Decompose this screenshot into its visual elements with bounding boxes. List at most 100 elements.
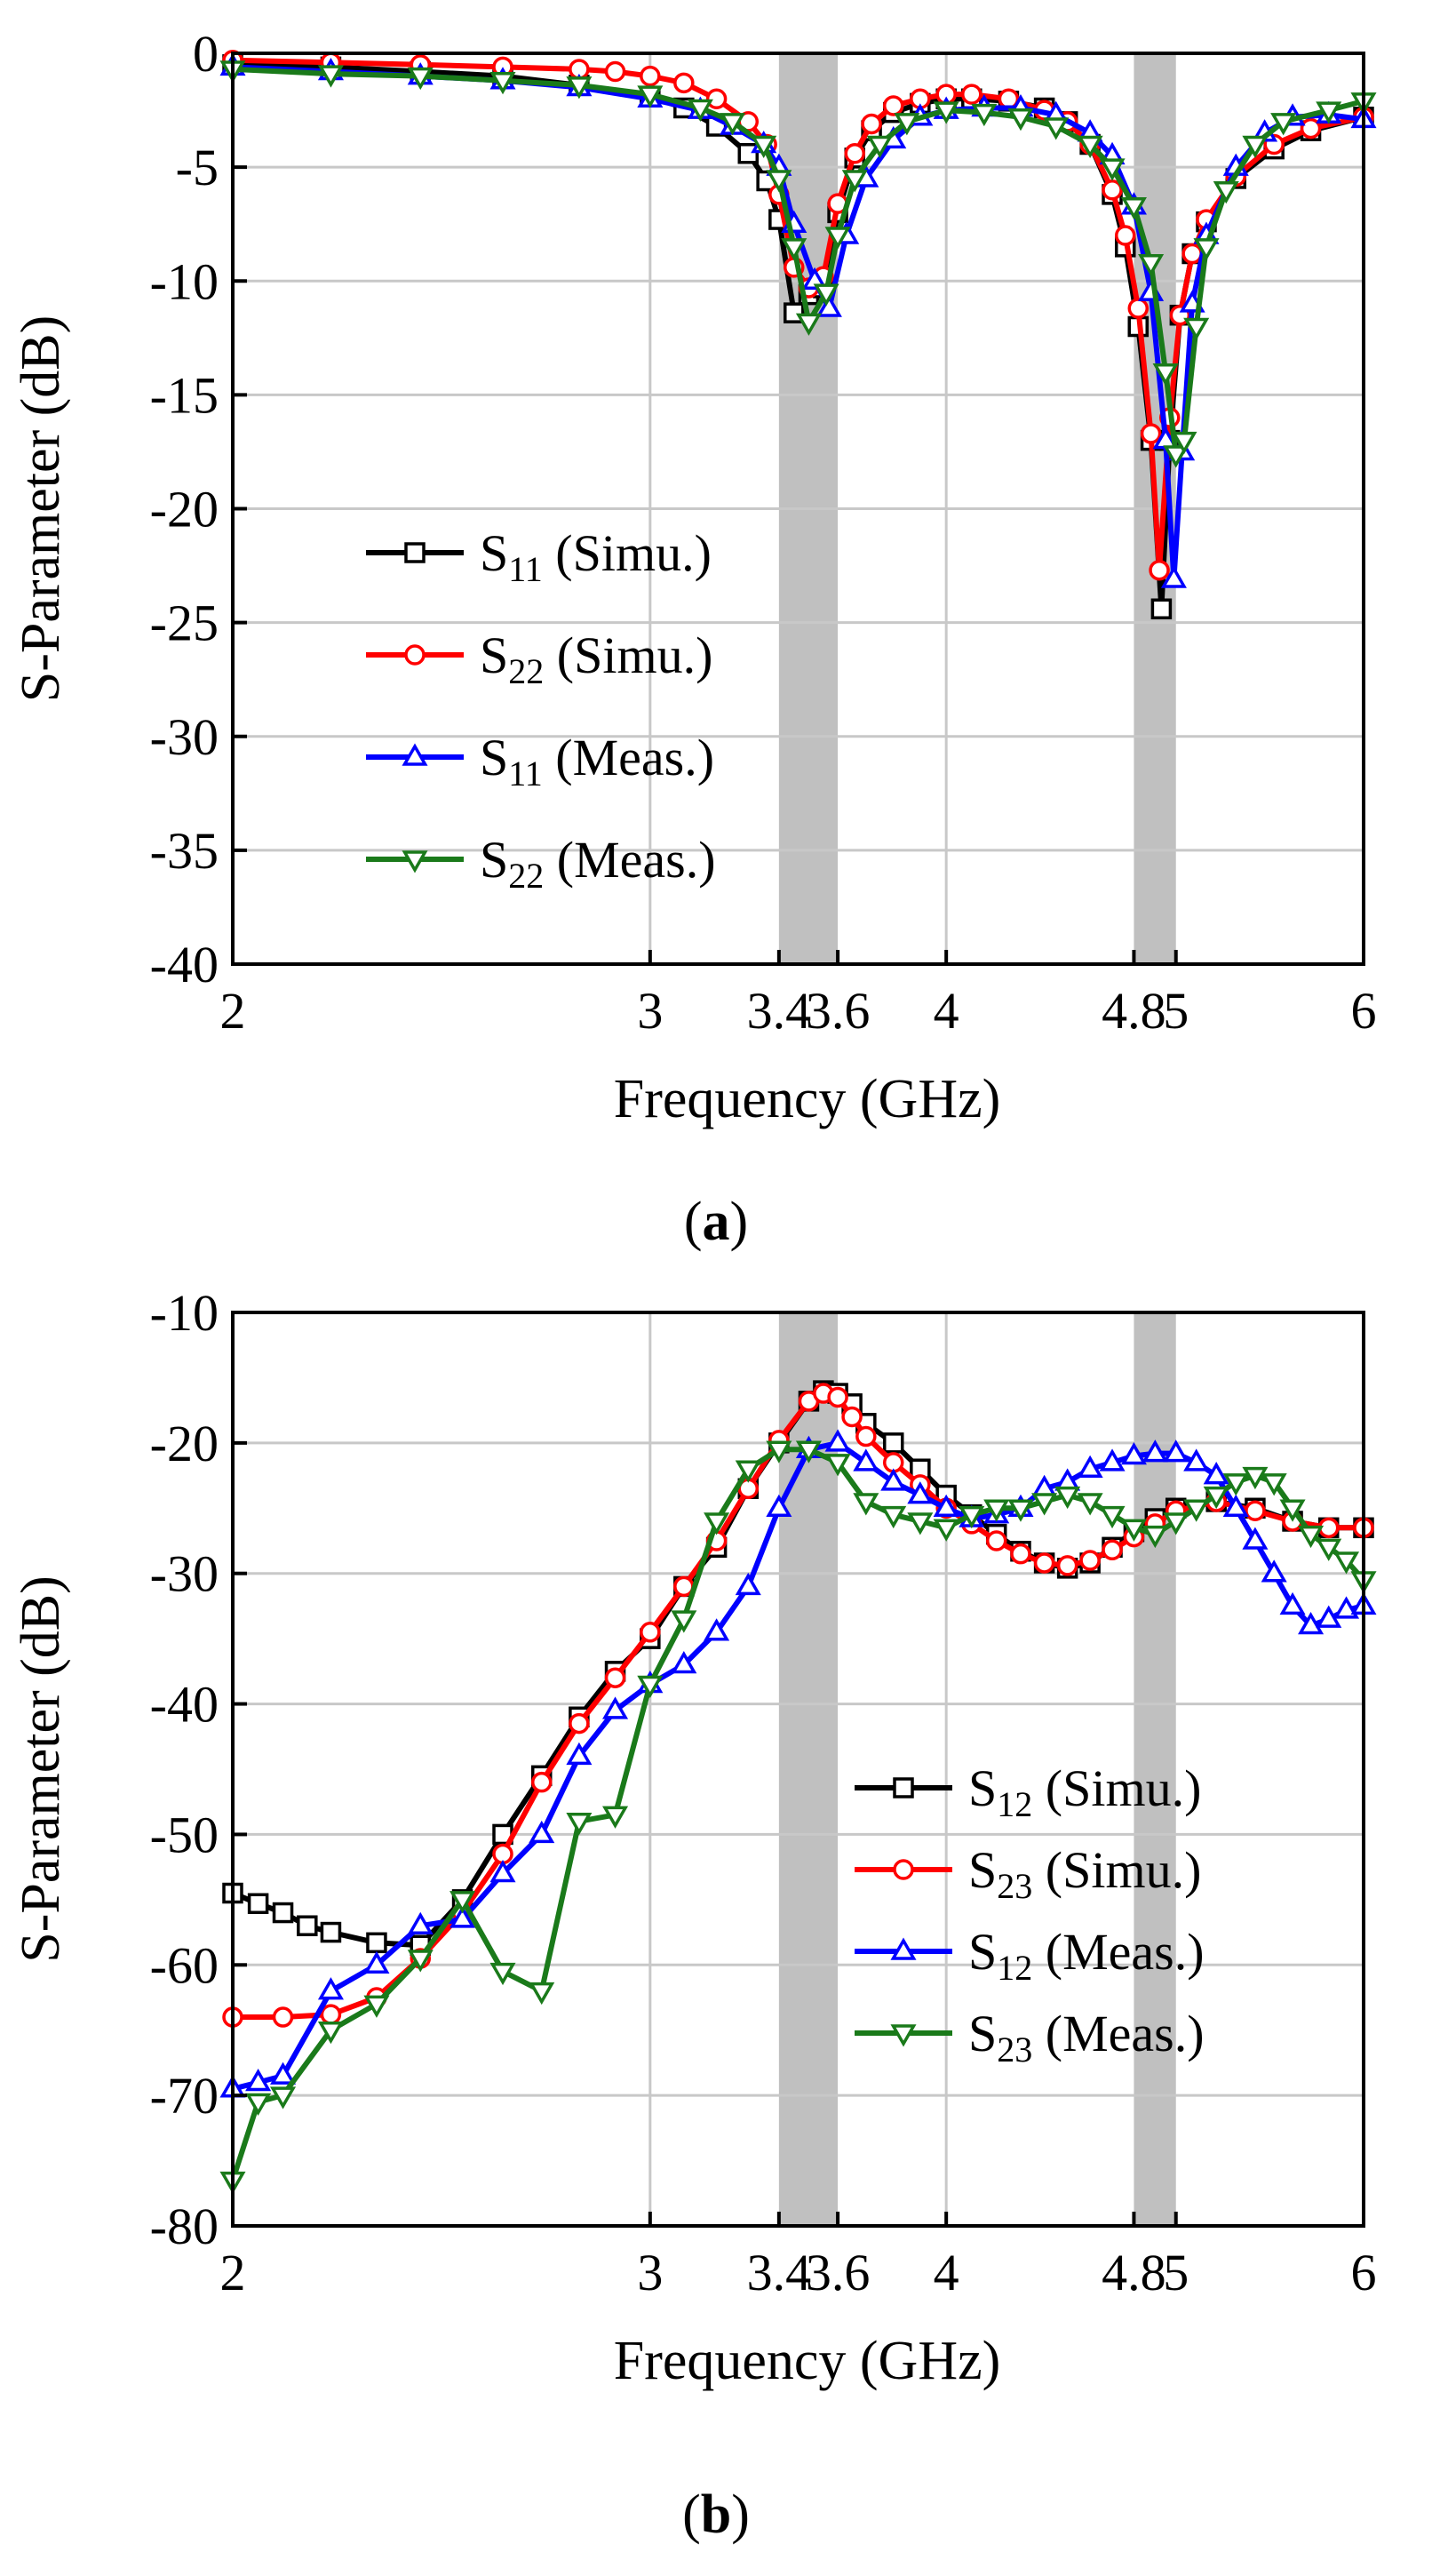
- data-point-a-3-33: [1316, 101, 1342, 124]
- data-point-b-3-40: [1333, 1551, 1360, 1575]
- data-point-a-3-8: [751, 135, 777, 159]
- data-point-a-3-12: [813, 283, 839, 307]
- data-point-b-3-1: [245, 2093, 272, 2116]
- data-point-b-1-24: [985, 1530, 1007, 1551]
- y-tick-label-b-1: -20: [150, 1415, 219, 1472]
- x-tick-label-b-7: 6: [1351, 2244, 1377, 2301]
- data-point-b-3-8: [529, 1982, 555, 2006]
- data-point-a-3-28: [1183, 317, 1210, 341]
- data-point-b-2-13: [704, 1618, 730, 1641]
- legend-a: S11 (Simu.) S22 (Simu.) S11 (Meas.) S22 (Me…: [366, 524, 716, 896]
- data-point-b-0-1: [247, 1893, 269, 1915]
- data-point-a-3-22: [1099, 158, 1126, 181]
- data-point-b-3-34: [1222, 1473, 1249, 1496]
- data-point-b-2-27: [1077, 1455, 1103, 1478]
- data-point-a-3-26: [1163, 445, 1189, 468]
- legend-marker-a-0: [404, 542, 426, 563]
- data-point-b-0-3: [297, 1915, 318, 1936]
- y-tick-label-b-4: -50: [150, 1806, 219, 1863]
- x-tick-label-a-4: 4: [934, 982, 959, 1040]
- data-point-a-1-37: [1300, 117, 1322, 140]
- data-point-b-3-4: [363, 1995, 390, 2018]
- data-point-b-2-30: [1142, 1440, 1168, 1463]
- x-tick-label-a-0: 2: [220, 982, 246, 1040]
- data-point-b-2-3: [317, 1977, 344, 2000]
- data-point-b-3-21: [933, 1519, 959, 1542]
- legend-label-a-1: S22 (Simu.): [480, 626, 712, 691]
- data-point-a-1-28: [1127, 298, 1150, 319]
- data-point-b-1-19: [855, 1425, 877, 1448]
- x-tick-label-b-3: 3.6: [806, 2244, 871, 2301]
- data-point-b-3-32: [1183, 1499, 1210, 1522]
- legend-label-b-0: S12 (Simu.): [968, 1759, 1201, 1824]
- data-point-b-1-8: [569, 1712, 590, 1735]
- data-point-a-1-18: [882, 95, 904, 116]
- data-point-a-3-2: [407, 67, 434, 91]
- data-point-b-2-36: [1261, 1559, 1287, 1583]
- data-point-b-2-17: [824, 1429, 851, 1452]
- data-point-a-2-26: [1160, 565, 1187, 588]
- x-tick-label-b-0: 2: [220, 2244, 246, 2301]
- data-point-b-2-1: [245, 2068, 272, 2092]
- legend-marker-a-1: [404, 644, 426, 666]
- y-tick-label-a-1: -5: [176, 139, 219, 196]
- data-point-b-3-11: [637, 1675, 664, 1699]
- data-point-b-2-19: [880, 1468, 907, 1491]
- data-point-a-3-15: [866, 135, 893, 159]
- data-point-b-3-26: [1054, 1486, 1081, 1510]
- data-point-a-1-17: [861, 113, 882, 135]
- data-point-b-2-33: [1203, 1462, 1229, 1485]
- data-point-b-3-18: [853, 1493, 879, 1516]
- y-axis-title-a: S-Parameter (dB): [11, 315, 71, 703]
- data-point-a-3-18: [971, 103, 998, 127]
- panel-a-chart: 2 3 3.43.6 4 4.85 6 0 -5 -10 -15 -20 -25 -30 -35 -40 Fr…: [11, 25, 1377, 1129]
- data-point-b-3-10: [602, 1806, 629, 1829]
- x-tick-label-a-6: 5: [1163, 982, 1189, 1040]
- data-point-b-3-5: [407, 1950, 434, 1973]
- data-point-a-3-1: [317, 65, 344, 88]
- data-point-a-3-16: [894, 113, 920, 136]
- data-point-b-3-17: [824, 1454, 851, 1477]
- data-point-a-3-29: [1193, 238, 1220, 261]
- data-point-a-1-30: [1149, 559, 1170, 581]
- legend-marker-b-0: [893, 1777, 914, 1798]
- data-point-b-1-17: [827, 1386, 848, 1408]
- data-point-b-3-15: [766, 1440, 792, 1463]
- data-point-a-1-16: [844, 143, 865, 164]
- data-point-b-2-7: [489, 1859, 516, 1883]
- data-point-a-3-4: [566, 76, 593, 100]
- panel-b-caption: (b): [682, 2484, 750, 2545]
- x-tick-label-a-5: 4.8: [1102, 982, 1166, 1040]
- data-point-b-2-35: [1242, 1527, 1269, 1550]
- data-point-b-3-29: [1120, 1519, 1147, 1542]
- data-point-b-2-21: [933, 1494, 959, 1518]
- data-point-b-3-7: [489, 1962, 516, 1986]
- data-point-b-3-33: [1203, 1486, 1229, 1510]
- data-point-b-2-15: [766, 1494, 792, 1518]
- data-point-b-1-9: [604, 1667, 626, 1688]
- data-point-a-3-10: [781, 238, 807, 261]
- data-point-a-2-12: [815, 294, 842, 317]
- data-point-a-0-8: [737, 143, 760, 164]
- data-point-b-2-4: [363, 1950, 390, 1974]
- x-tick-label-a-1: 3: [637, 982, 663, 1040]
- legend-b: S12 (Simu.) S23 (Simu.) S12 (Meas.) S23 (Me…: [855, 1759, 1205, 2070]
- data-point-a-3-13: [824, 227, 851, 250]
- data-point-b-2-28: [1099, 1448, 1126, 1471]
- x-tick-label-b-1: 3: [637, 2244, 663, 2301]
- data-point-b-3-24: [1007, 1499, 1034, 1522]
- y-tick-label-a-2: -10: [150, 252, 219, 310]
- y-tick-label-b-2: -30: [150, 1545, 219, 1603]
- data-point-a-3-9: [766, 170, 792, 193]
- data-point-b-3-23: [983, 1499, 1010, 1522]
- data-point-b-2-6: [449, 1905, 476, 1928]
- data-point-a-3-20: [1043, 117, 1070, 140]
- legend-marker-a-3: [402, 850, 428, 873]
- legend-label-a-3: S22 (Meas.): [480, 831, 716, 896]
- data-point-b-2-9: [566, 1742, 593, 1766]
- x-tick-label-b-5: 4.8: [1102, 2244, 1166, 2301]
- data-point-a-3-31: [1242, 135, 1269, 159]
- data-point-a-3-25: [1152, 363, 1179, 387]
- data-point-b-3-37: [1279, 1499, 1306, 1522]
